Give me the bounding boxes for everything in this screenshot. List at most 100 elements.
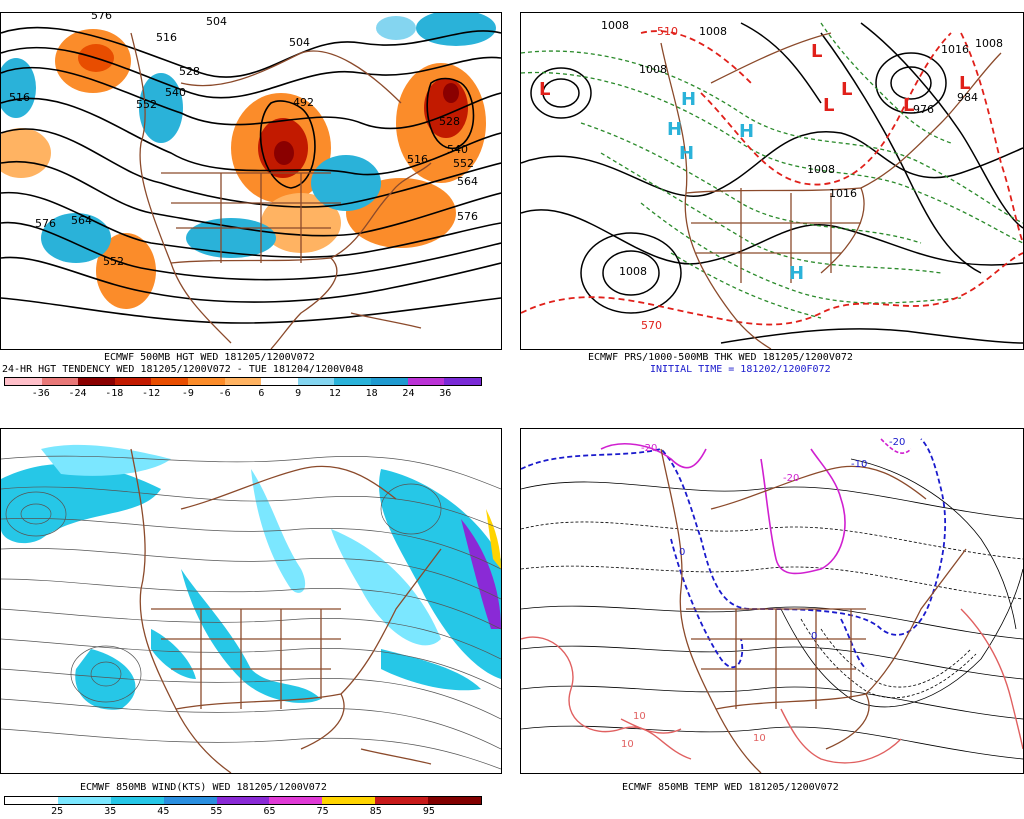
temp-labels: -20 -20 -10 -20 0 0 10 10 10 (621, 437, 905, 750)
contour-label: 504 (289, 36, 310, 49)
contour-label: 528 (439, 115, 460, 128)
isobar-label: 1016 (829, 187, 857, 200)
thickness-labels: 510 570 (641, 25, 678, 332)
tl-caption-title: ECMWF 500MB HGT WED 181205/1200V072 (104, 352, 315, 363)
temp-label: 0 (679, 547, 685, 558)
temp-label: 10 (753, 733, 766, 744)
isobar-label: 1016 (941, 43, 969, 56)
colorbar-tick-label: 65 (263, 806, 276, 817)
colorbar-swatch (163, 797, 217, 804)
map-pressure-thickness: 1008 1008 1008 1016 1008 984 976 1008 10… (521, 19, 1023, 349)
colorbar-swatch (151, 378, 189, 385)
br-caption-title: ECMWF 850MB TEMP WED 181205/1200V072 (622, 782, 839, 793)
contour-label: 576 (457, 210, 478, 223)
contour-label: 516 (156, 31, 177, 44)
colorbar-swatch (269, 797, 323, 804)
colorbar-tick-label: -12 (142, 388, 161, 399)
isobar-label: 1008 (601, 19, 629, 32)
temp-label: -20 (889, 437, 905, 448)
colorbar-tick-label: -24 (68, 388, 87, 399)
low-center: L (903, 95, 914, 116)
contour-label: 552 (453, 157, 474, 170)
contour-label: 564 (71, 214, 92, 227)
coastlines (660, 448, 967, 773)
coastlines (130, 32, 432, 349)
tr-caption-init-time: INITIAL TIME = 181202/1200F072 (650, 364, 831, 375)
high-center: H (681, 89, 696, 110)
temp-contours-black (521, 458, 1023, 760)
high-center: H (667, 119, 682, 140)
temp-label: -20 (783, 473, 799, 484)
contour-label: 540 (165, 86, 186, 99)
height-tendency-shading (1, 13, 496, 309)
contour-label: 516 (9, 91, 30, 104)
colorbar-tick-label: 75 (316, 806, 329, 817)
high-center: H (739, 121, 754, 142)
colorbar-tick-label: -6 (218, 388, 231, 399)
isobar-label: 984 (957, 91, 978, 104)
temp-label: -10 (851, 459, 867, 470)
colorbar-swatch (41, 378, 79, 385)
low-center: L (959, 73, 970, 94)
colorbar-swatch (407, 378, 445, 385)
low-center: L (823, 95, 834, 116)
isobar-label: 1008 (975, 37, 1003, 50)
temp-label: 10 (621, 739, 634, 750)
contour-label: 576 (35, 217, 56, 230)
colorbar-swatch (78, 378, 115, 385)
contour-label: 528 (179, 65, 200, 78)
temp-label: 0 (811, 631, 817, 642)
tl-colorbar-ticks: -36 -24 -18 -12 -9 -6 6 9 12 18 24 36 (4, 388, 482, 400)
colorbar-swatch (57, 797, 111, 804)
colorbar-swatch (334, 378, 372, 385)
colorbar-swatch (114, 378, 152, 385)
bl-caption-title: ECMWF 850MB WIND(KTS) WED 181205/1200V07… (80, 782, 327, 793)
temp-contour-red (521, 608, 1023, 764)
thickness-contours (521, 22, 1023, 319)
temp-contour-magenta (600, 438, 912, 575)
streamlines (1, 455, 501, 770)
colorbar-swatch (5, 797, 58, 804)
colorbar-tick-label: 45 (157, 806, 170, 817)
colorbar-tick-label: 85 (369, 806, 382, 817)
thickness-label: 570 (641, 319, 662, 332)
colorbar-swatch (216, 797, 270, 804)
tl-colorbar (4, 377, 482, 386)
map-850mb-wind (1, 444, 501, 773)
contour-label: 564 (457, 175, 478, 188)
colorbar-tick-label: 9 (295, 388, 302, 399)
high-center: H (789, 263, 804, 284)
wind-speed-shading (1, 444, 501, 710)
map-500mb-height: 576 504 516 516 528 552 540 492 504 528 … (1, 13, 501, 349)
colorbar-swatch (322, 797, 376, 804)
high-center: H (679, 143, 694, 164)
colorbar-tick-label: -18 (105, 388, 124, 399)
low-center: L (811, 41, 822, 62)
panel-500mb-height: 576 504 516 516 528 552 540 492 504 528 … (0, 12, 502, 350)
contour-label: 552 (136, 98, 157, 111)
isobar-labels: 1008 1008 1008 1016 1008 984 976 1008 10… (601, 19, 1003, 278)
contour-label: 552 (103, 255, 124, 268)
colorbar-tick-label: 55 (210, 806, 223, 817)
contour-label: 504 (206, 15, 227, 28)
contour-labels: 576 504 516 516 528 552 540 492 504 528 … (9, 13, 478, 268)
bl-colorbar (4, 796, 482, 805)
contour-label: 492 (293, 96, 314, 109)
panel-850mb-temp: -20 -20 -10 -20 0 0 10 10 10 (520, 428, 1024, 774)
contour-label: 516 (407, 153, 428, 166)
colorbar-swatch (224, 378, 262, 385)
coastlines (660, 32, 1002, 349)
pressure-centers: L L L L L L H H H H H (539, 41, 970, 284)
contour-label: 576 (91, 13, 112, 22)
tr-caption-title: ECMWF PRS/1000-500MB THK WED 181205/1200… (588, 352, 853, 363)
colorbar-swatch (261, 378, 298, 385)
isobar-label: 1008 (619, 265, 647, 278)
colorbar-tick-label: 35 (104, 806, 117, 817)
colorbar-tick-label: -36 (31, 388, 50, 399)
panel-sfc-pressure-thickness: 1008 1008 1008 1016 1008 984 976 1008 10… (520, 12, 1024, 350)
colorbar-swatch (371, 378, 408, 385)
height-contours (1, 26, 501, 324)
low-center: L (539, 79, 550, 100)
colorbar-swatch (428, 797, 482, 804)
bl-colorbar-ticks: 25 35 45 55 65 75 85 95 (4, 806, 482, 818)
